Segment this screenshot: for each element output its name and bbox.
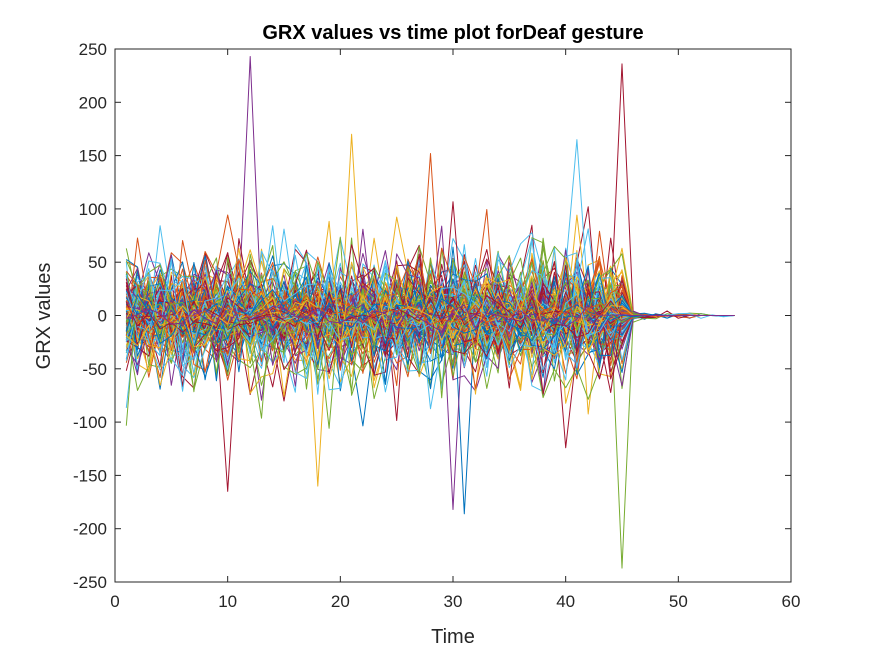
- chart-title: GRX values vs time plot forDeaf gesture: [262, 22, 643, 44]
- x-tick-label: 0: [110, 592, 119, 611]
- x-tick-label: 20: [331, 592, 350, 611]
- series-line: [125, 220, 735, 386]
- series-layer: [125, 56, 735, 569]
- x-axis-ticks: 0 10 20 30 40 50 60: [110, 49, 800, 611]
- y-tick-label: -250: [73, 573, 107, 592]
- y-tick-label: 150: [79, 147, 107, 166]
- series-line: [125, 293, 735, 342]
- x-tick-label: 60: [782, 592, 801, 611]
- y-axis-ticks: 250 200 150 100 50 0 -50 -100 -150 -200 -250: [73, 40, 791, 592]
- y-tick-label: -150: [73, 466, 107, 485]
- x-tick-label: 40: [556, 592, 575, 611]
- series-line: [125, 301, 735, 334]
- series-line: [125, 249, 735, 387]
- x-tick-label: 30: [444, 592, 463, 611]
- series-line: [125, 255, 735, 365]
- plot-area: 0 10 20 30 40 50 60 250 200 150 100 50 0 -50 -100 -150…: [73, 40, 800, 611]
- y-tick-label: -100: [73, 413, 107, 432]
- y-axis-label: GRX values: [33, 263, 55, 370]
- y-tick-label: 50: [88, 253, 107, 272]
- y-tick-label: 200: [79, 93, 107, 112]
- x-axis-label: Time: [431, 626, 475, 648]
- y-tick-label: 250: [79, 40, 107, 59]
- y-tick-label: 0: [98, 307, 107, 326]
- y-tick-label: -50: [82, 360, 107, 379]
- series-line: [125, 266, 735, 354]
- series-line: [126, 292, 735, 333]
- series-line: [125, 291, 735, 341]
- y-tick-label: -200: [73, 520, 107, 539]
- y-tick-label: 100: [79, 200, 107, 219]
- series-line: [125, 245, 735, 426]
- x-tick-label: 50: [669, 592, 688, 611]
- x-tick-label: 10: [218, 592, 237, 611]
- series-line: [125, 282, 735, 348]
